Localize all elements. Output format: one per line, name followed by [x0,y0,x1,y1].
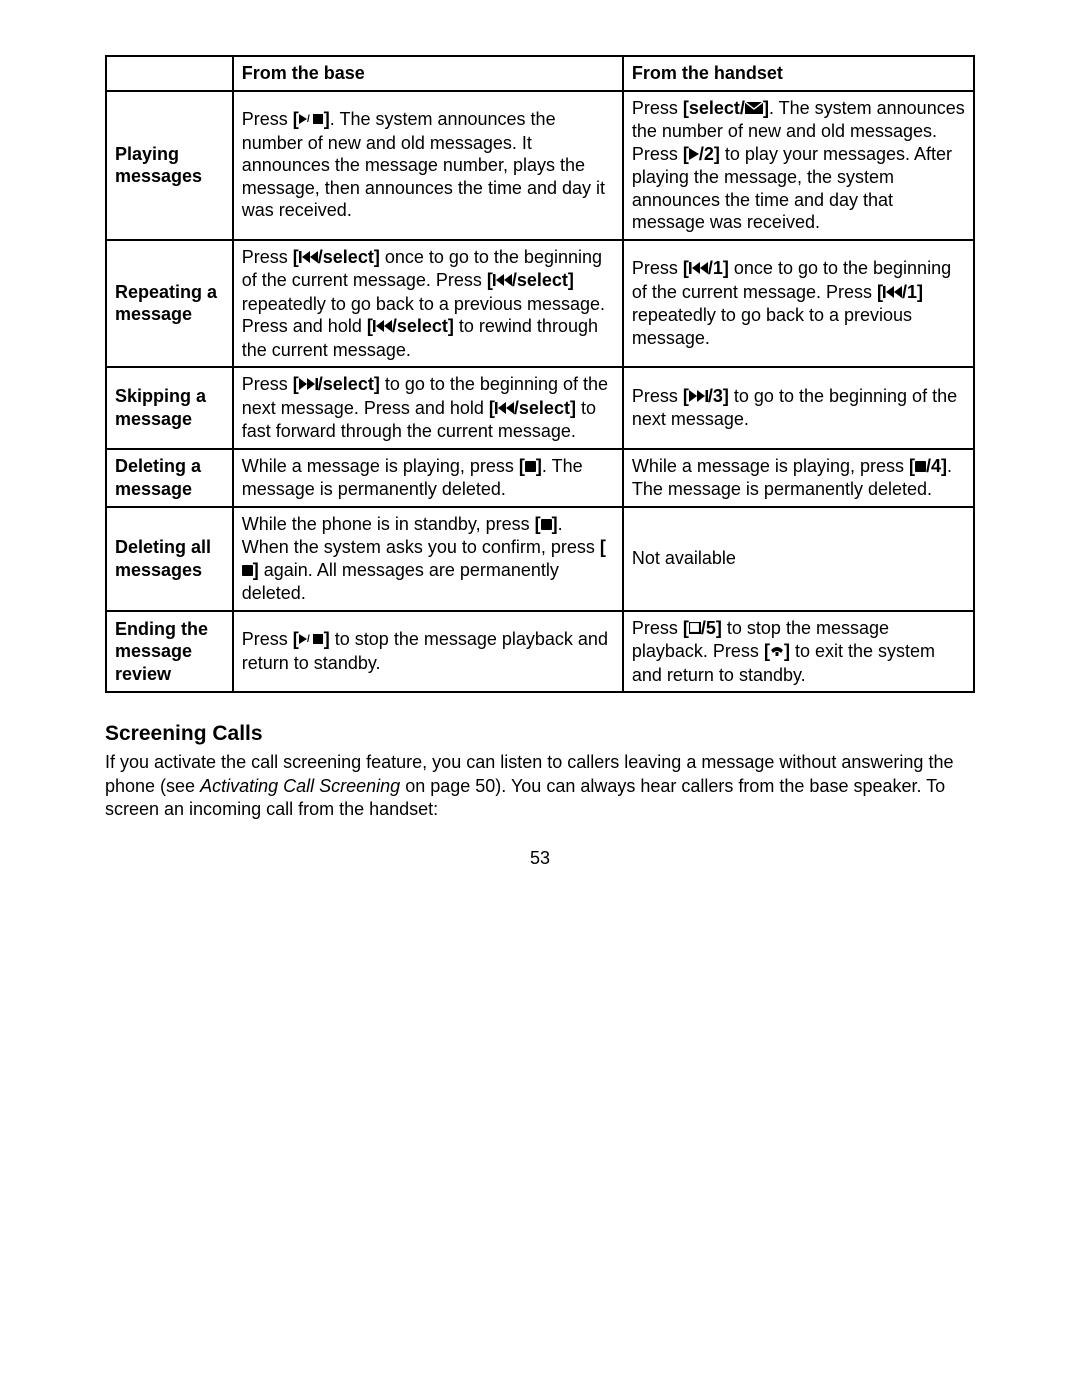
table-row: Ending the message reviewPress [] to sto… [106,611,974,693]
phone-down-icon [770,640,784,663]
rew-icon [495,397,514,420]
square-icon [541,513,552,536]
row-label: Deleting all messages [106,507,233,611]
from-base-cell: Press [] to stop the message playback an… [233,611,623,693]
envelope-icon [745,97,763,120]
section-body: If you activate the call screening featu… [105,751,975,821]
square-icon [525,455,536,478]
row-label: Playing messages [106,91,233,240]
from-handset-cell: Press [/3] to go to the beginning of the… [623,367,974,449]
table-header-cell: From the base [233,56,623,91]
stop-outline-icon [689,617,701,640]
row-label: Deleting a message [106,449,233,507]
rew-icon [689,257,708,280]
play-stop-icon [299,108,324,131]
table-header-cell [106,56,233,91]
square-icon [242,559,253,582]
section-heading: Screening Calls [105,721,975,747]
from-handset-cell: While a message is playing, press [/4]. … [623,449,974,507]
fwd-icon [299,373,318,396]
rew-icon [883,281,902,304]
table-row: Deleting all messagesWhile the phone is … [106,507,974,611]
from-base-cell: Press []. The system announces the numbe… [233,91,623,240]
row-label: Skipping a message [106,367,233,449]
table-row: Deleting a messageWhile a message is pla… [106,449,974,507]
row-label: Ending the message review [106,611,233,693]
from-base-cell: Press [/select] to go to the beginning o… [233,367,623,449]
table-header-row: From the baseFrom the handset [106,56,974,91]
rew-icon [299,246,318,269]
instructions-table: From the baseFrom the handsetPlaying mes… [105,55,975,693]
table-row: Repeating a messagePress [/select] once … [106,240,974,368]
page-number: 53 [105,847,975,870]
square-icon [915,455,926,478]
rew-icon [493,269,512,292]
fwd-icon [689,385,708,408]
from-base-cell: Press [/select] once to go to the beginn… [233,240,623,368]
from-handset-cell: Not available [623,507,974,611]
from-handset-cell: Press [/5] to stop the message playback.… [623,611,974,693]
table-header-cell: From the handset [623,56,974,91]
play-icon [689,143,699,166]
table-row: Playing messagesPress []. The system ann… [106,91,974,240]
play-stop-icon [299,628,324,651]
table-row: Skipping a messagePress [/select] to go … [106,367,974,449]
rew-icon [373,315,392,338]
from-base-cell: While the phone is in standby, press [].… [233,507,623,611]
row-label: Repeating a message [106,240,233,368]
from-base-cell: While a message is playing, press []. Th… [233,449,623,507]
from-handset-cell: Press [select/]. The system announces th… [623,91,974,240]
from-handset-cell: Press [/1] once to go to the beginning o… [623,240,974,368]
